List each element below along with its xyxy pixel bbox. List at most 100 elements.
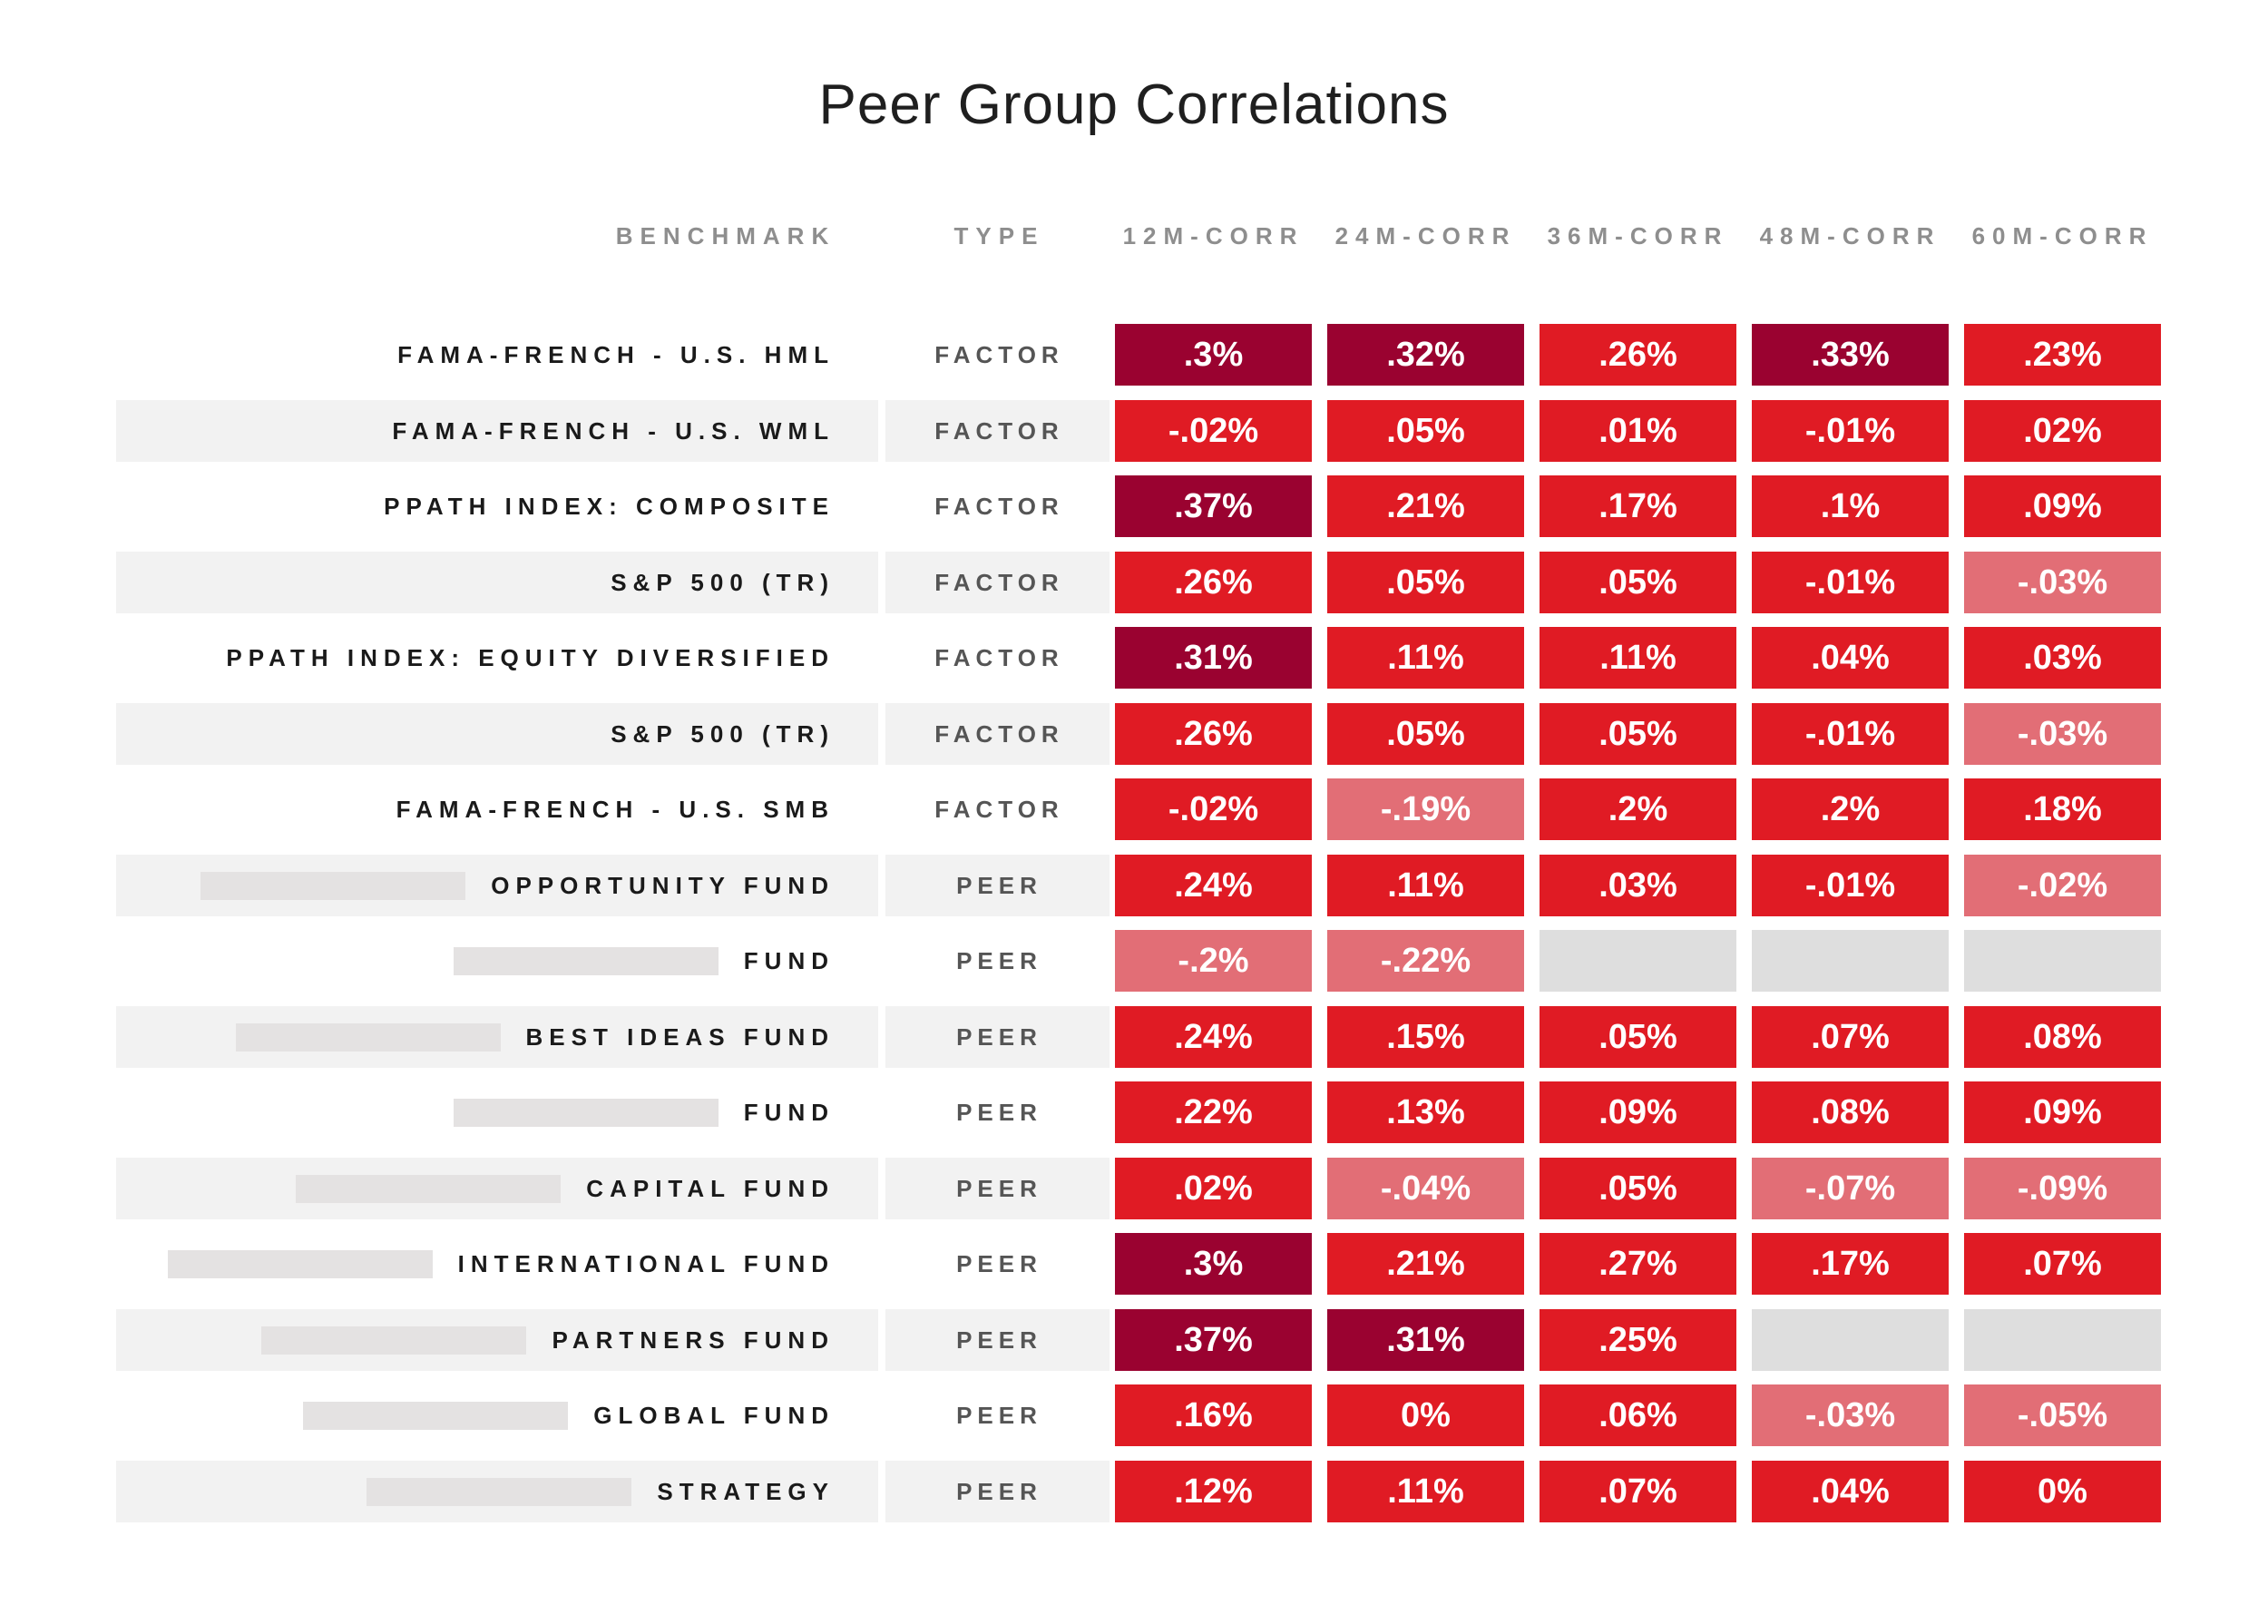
heatmap-cell-12m-corr: -.02%: [1115, 400, 1312, 462]
heatmap-cell-60m-corr: 0%: [1964, 1461, 2161, 1522]
heatmap-cell-48m-corr: .33%: [1752, 324, 1949, 386]
heatmap-cell-48m-corr: .04%: [1752, 627, 1949, 689]
heatmap-cell-36m-corr: .17%: [1540, 475, 1736, 537]
type-label: PEER: [956, 947, 1042, 974]
column-header-60m-corr: 60M-CORR: [1971, 222, 2154, 249]
heatmap-cell-24m-corr: .05%: [1327, 400, 1524, 462]
heatmap-cell-24m-corr: .05%: [1327, 552, 1524, 613]
heatmap-cell-36m-corr: .01%: [1540, 400, 1736, 462]
row-band-type: [885, 1309, 1110, 1371]
row-band-benchmark: [116, 552, 878, 613]
heatmap-cell-60m-corr: .09%: [1964, 475, 2161, 537]
heatmap-cell-12m-corr: .24%: [1115, 855, 1312, 916]
heatmap-cell-36m-corr: .26%: [1540, 324, 1736, 386]
heatmap-cell-60m-corr: [1964, 930, 2161, 992]
type-label: PEER: [956, 1326, 1042, 1354]
heatmap-cell-12m-corr: .24%: [1115, 1006, 1312, 1068]
benchmark-label-fund: FUND: [743, 947, 835, 974]
type-label: PEER: [956, 1023, 1042, 1051]
benchmark-label-global-fund: GLOBAL FUND: [593, 1402, 835, 1429]
benchmark-label-fama-french-u-s-hml: FAMA-FRENCH - U.S. HML: [397, 341, 835, 368]
row-band: [116, 552, 1110, 613]
benchmark-label-ppath-index-composite: PPATH INDEX: COMPOSITE: [384, 493, 835, 520]
heatmap-cell-24m-corr: .15%: [1327, 1006, 1524, 1068]
heatmap-cell-24m-corr: .32%: [1327, 324, 1524, 386]
type-label: PEER: [956, 1402, 1042, 1429]
benchmark-label-strategy: STRATEGY: [657, 1478, 835, 1505]
redacted-name-bar: [453, 1099, 719, 1127]
heatmap-cell-12m-corr: .16%: [1115, 1384, 1312, 1446]
heatmap-cell-48m-corr: -.01%: [1752, 552, 1949, 613]
heatmap-cell-12m-corr: -.02%: [1115, 778, 1312, 840]
type-label: FACTOR: [934, 417, 1064, 445]
heatmap-cell-48m-corr: [1752, 930, 1949, 992]
column-header-type: TYPE: [953, 222, 1045, 249]
heatmap-cell-60m-corr: .23%: [1964, 324, 2161, 386]
benchmark-label-best-ideas-fund: BEST IDEAS FUND: [525, 1023, 835, 1051]
heatmap-cell-24m-corr: .11%: [1327, 855, 1524, 916]
heatmap-cell-24m-corr: .05%: [1327, 703, 1524, 765]
row-band-benchmark: [116, 400, 878, 462]
type-label: PEER: [956, 1099, 1042, 1126]
heatmap-cell-12m-corr: .31%: [1115, 627, 1312, 689]
type-label: FACTOR: [934, 720, 1064, 748]
redacted-name-bar: [367, 1478, 632, 1506]
benchmark-label-s-p-500-tr: S&P 500 (TR): [611, 720, 835, 748]
heatmap-cell-24m-corr: .21%: [1327, 475, 1524, 537]
heatmap-cell-60m-corr: -.05%: [1964, 1384, 2161, 1446]
heatmap-cell-24m-corr: 0%: [1327, 1384, 1524, 1446]
benchmark-label-opportunity-fund: OPPORTUNITY FUND: [491, 872, 835, 899]
heatmap-cell-60m-corr: [1964, 1309, 2161, 1371]
heatmap-cell-48m-corr: .2%: [1752, 778, 1949, 840]
heatmap-cell-24m-corr: .13%: [1327, 1081, 1524, 1143]
heatmap-cell-24m-corr: -.22%: [1327, 930, 1524, 992]
type-label: FACTOR: [934, 796, 1064, 823]
heatmap-cell-36m-corr: .2%: [1540, 778, 1736, 840]
heatmap-cell-12m-corr: .37%: [1115, 475, 1312, 537]
heatmap-cell-60m-corr: .03%: [1964, 627, 2161, 689]
redacted-name-bar: [167, 1250, 433, 1278]
heatmap-cell-24m-corr: -.04%: [1327, 1158, 1524, 1219]
heatmap-cell-48m-corr: [1752, 1309, 1949, 1371]
heatmap-cell-12m-corr: .12%: [1115, 1461, 1312, 1522]
column-header-48m-corr: 48M-CORR: [1759, 222, 1941, 249]
heatmap-cell-36m-corr: .25%: [1540, 1309, 1736, 1371]
row-band-type: [885, 855, 1110, 916]
type-label: PEER: [956, 872, 1042, 899]
heatmap-cell-12m-corr: .22%: [1115, 1081, 1312, 1143]
benchmark-label-international-fund: INTERNATIONAL FUND: [457, 1250, 835, 1277]
heatmap-cell-36m-corr: .05%: [1540, 1158, 1736, 1219]
type-label: FACTOR: [934, 341, 1064, 368]
heatmap-cell-24m-corr: .11%: [1327, 627, 1524, 689]
heatmap-cell-60m-corr: -.09%: [1964, 1158, 2161, 1219]
column-header-12m-corr: 12M-CORR: [1122, 222, 1305, 249]
heatmap-cell-24m-corr: .31%: [1327, 1309, 1524, 1371]
heatmap-cell-24m-corr: -.19%: [1327, 778, 1524, 840]
heatmap-cell-12m-corr: .3%: [1115, 1233, 1312, 1295]
heatmap-cell-12m-corr: .3%: [1115, 324, 1312, 386]
heatmap-cell-48m-corr: .04%: [1752, 1461, 1949, 1522]
heatmap-cell-36m-corr: .07%: [1540, 1461, 1736, 1522]
heatmap-cell-12m-corr: -.2%: [1115, 930, 1312, 992]
heatmap-cell-12m-corr: .26%: [1115, 703, 1312, 765]
redacted-name-bar: [261, 1326, 527, 1355]
type-label: FACTOR: [934, 644, 1064, 671]
heatmap-cell-36m-corr: .03%: [1540, 855, 1736, 916]
heatmap-cell-48m-corr: .07%: [1752, 1006, 1949, 1068]
heatmap-cell-48m-corr: -.01%: [1752, 703, 1949, 765]
heatmap-cell-48m-corr: -.07%: [1752, 1158, 1949, 1219]
redacted-name-bar: [303, 1402, 569, 1430]
type-label: PEER: [956, 1250, 1042, 1277]
benchmark-label-s-p-500-tr: S&P 500 (TR): [611, 569, 835, 596]
heatmap-cell-36m-corr: .05%: [1540, 552, 1736, 613]
heatmap-cell-60m-corr: .09%: [1964, 1081, 2161, 1143]
heatmap-cell-60m-corr: .02%: [1964, 400, 2161, 462]
type-label: PEER: [956, 1478, 1042, 1505]
column-header-24m-corr: 24M-CORR: [1334, 222, 1517, 249]
row-band: [116, 400, 1110, 462]
heatmap-cell-60m-corr: .08%: [1964, 1006, 2161, 1068]
row-band-benchmark: [116, 703, 878, 765]
redacted-name-bar: [200, 872, 466, 900]
heatmap-cell-12m-corr: .02%: [1115, 1158, 1312, 1219]
type-label: PEER: [956, 1175, 1042, 1202]
